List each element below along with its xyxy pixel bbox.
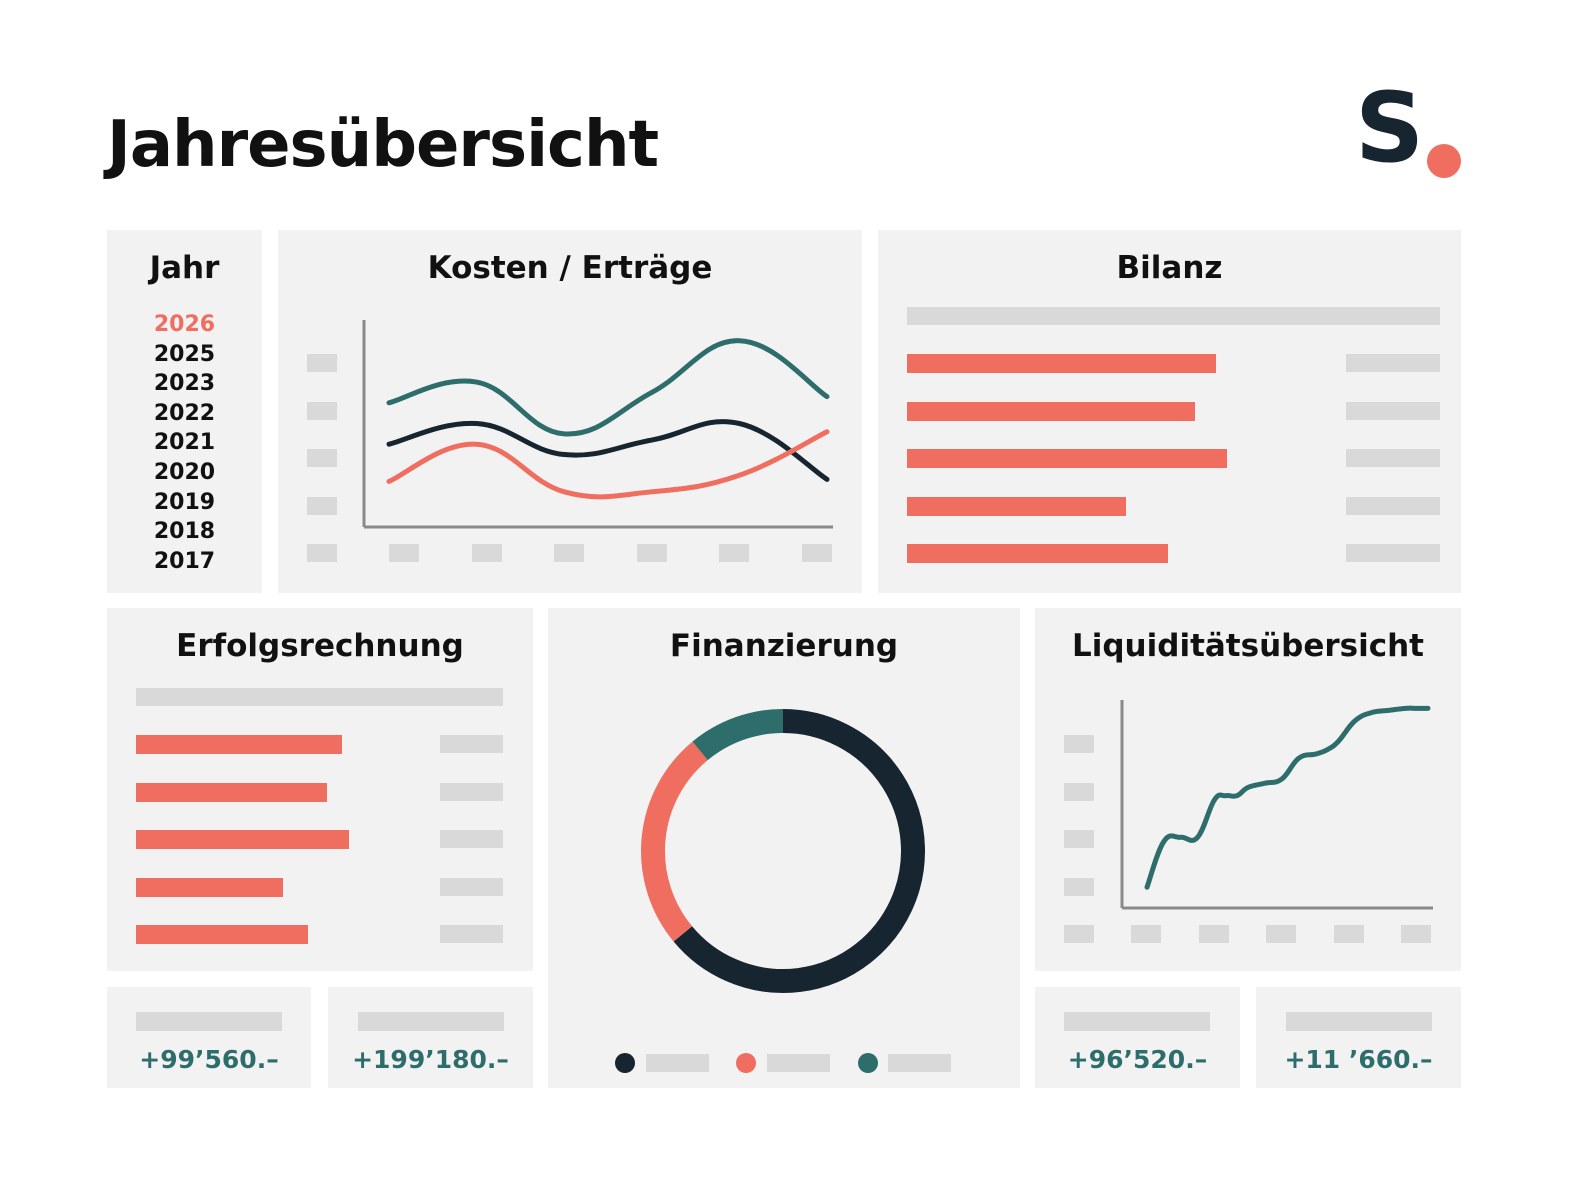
erfolgsrechnung-title: Erfolgsrechnung <box>176 628 464 664</box>
kpi-value: +199’180.– <box>352 1045 509 1074</box>
kpi-label-placeholder <box>358 1012 504 1031</box>
kpi-card: +11 ’660.– <box>1256 987 1461 1088</box>
bar-3 <box>136 830 349 849</box>
legend-dot-navy <box>615 1053 635 1073</box>
value-placeholder <box>1346 544 1440 562</box>
x-tick-placeholder <box>1131 925 1161 943</box>
liquiditaet-title: Liquiditätsübersicht <box>1071 628 1424 664</box>
value-placeholder <box>440 735 503 753</box>
kpi-label-placeholder <box>1064 1012 1210 1031</box>
donut-slice-coral <box>641 741 708 942</box>
bilanz-title: Bilanz <box>1116 250 1223 286</box>
value-placeholder <box>440 925 503 943</box>
legend-label-placeholder <box>646 1054 709 1072</box>
bar-2 <box>907 401 1195 421</box>
kpi-card: +199’180.– <box>328 987 533 1088</box>
year-panel-title: Jahr <box>149 250 220 286</box>
year-item-2020[interactable]: 2020 <box>153 459 216 485</box>
finanzierung-panel: Finanzierung <box>548 608 1020 1088</box>
bar-5 <box>907 544 1169 563</box>
x-tick-placeholder <box>554 544 584 562</box>
value-placeholder <box>1346 449 1440 467</box>
bar-1 <box>907 354 1217 373</box>
legend-label-placeholder <box>888 1054 951 1072</box>
series-line-navy <box>386 419 830 482</box>
liquiditaet-chart <box>1120 700 1433 910</box>
year-item-2026[interactable]: 2026 <box>153 312 216 337</box>
year-item-2021[interactable]: 2021 <box>153 430 216 456</box>
donut-slice-teal <box>692 709 784 761</box>
series-line-teal <box>386 338 830 437</box>
kpi-value: +11 ’660.– <box>1284 1045 1433 1074</box>
bilanz-panel: Bilanz <box>878 230 1461 593</box>
logo-letter: S <box>1355 72 1425 184</box>
erfolgsrechnung-panel: Erfolgsrechnung <box>107 608 533 971</box>
kpi-label-placeholder <box>1286 1012 1432 1031</box>
x-tick-placeholder <box>1266 925 1296 943</box>
y-tick-placeholder <box>307 497 337 515</box>
value-placeholder <box>440 783 503 801</box>
kosten-ertraege-title: Kosten / Erträge <box>427 250 713 286</box>
legend-dot-coral <box>736 1053 756 1073</box>
x-tick-placeholder <box>1334 925 1364 943</box>
value-placeholder <box>440 878 503 896</box>
bar-3 <box>907 449 1227 468</box>
brand-logo: S <box>1355 80 1465 188</box>
x-tick-placeholder <box>637 544 667 562</box>
bar-4 <box>907 496 1126 516</box>
value-placeholder <box>440 830 503 848</box>
year-item-2025[interactable]: 2025 <box>153 341 216 367</box>
year-item-2018[interactable]: 2018 <box>153 519 216 545</box>
y-tick-placeholder <box>307 402 337 420</box>
year-item-2017[interactable]: 2017 <box>153 548 216 574</box>
year-item-2023[interactable]: 2023 <box>153 371 216 397</box>
header-placeholder <box>907 307 1440 325</box>
value-placeholder <box>1346 402 1440 420</box>
x-tick-placeholder <box>802 544 832 562</box>
value-placeholder <box>1346 497 1440 515</box>
series-line-coral <box>386 429 830 500</box>
bar-1 <box>136 735 342 754</box>
legend-dot-teal <box>858 1053 878 1073</box>
year-item-2022[interactable]: 2022 <box>153 400 216 426</box>
header-placeholder <box>136 688 503 706</box>
x-tick-placeholder <box>472 544 502 562</box>
kosten-ertraege-chart <box>362 320 833 529</box>
finanzierung-donut-chart <box>641 709 925 993</box>
value-placeholder <box>1346 354 1440 372</box>
logo-dot <box>1427 144 1461 178</box>
bar-4 <box>136 877 283 897</box>
x-tick-placeholder <box>389 544 419 562</box>
y-tick-placeholder <box>307 354 337 372</box>
y-tick-placeholder <box>1064 925 1094 943</box>
x-tick-placeholder <box>1199 925 1229 943</box>
finanzierung-title: Finanzierung <box>669 628 899 664</box>
kpi-value: +99’560.– <box>139 1045 279 1074</box>
y-tick-placeholder <box>307 449 337 467</box>
year-item-2019[interactable]: 2019 <box>153 489 216 515</box>
y-tick-placeholder <box>1064 783 1094 801</box>
year-list: 2026 2025 2023 2022 2021 2020 2019 2018 2017 <box>107 310 262 576</box>
x-tick-placeholder <box>1401 925 1431 943</box>
y-tick-placeholder <box>307 544 337 562</box>
kpi-card: +96’520.– <box>1035 987 1240 1088</box>
kosten-ertraege-panel: Kosten / Erträge <box>278 230 862 593</box>
kpi-value: +96’520.– <box>1067 1045 1208 1074</box>
bar-5 <box>136 925 309 944</box>
y-tick-placeholder <box>1064 878 1094 896</box>
kpi-card: +99’560.– <box>107 987 311 1088</box>
bar-2 <box>136 782 327 802</box>
year-panel: Jahr 2026 2025 2023 2022 2021 2020 2019 2018 201… <box>107 230 262 593</box>
donut-slice-navy <box>673 709 925 993</box>
page-title: Jahresübersicht <box>107 108 659 182</box>
series-line-teal <box>1144 705 1431 890</box>
y-tick-placeholder <box>1064 735 1094 753</box>
liquiditaet-panel: Liquiditätsübersicht <box>1035 608 1461 971</box>
y-tick-placeholder <box>1064 830 1094 848</box>
x-tick-placeholder <box>719 544 749 562</box>
legend-label-placeholder <box>767 1054 830 1072</box>
kpi-label-placeholder <box>136 1012 282 1031</box>
